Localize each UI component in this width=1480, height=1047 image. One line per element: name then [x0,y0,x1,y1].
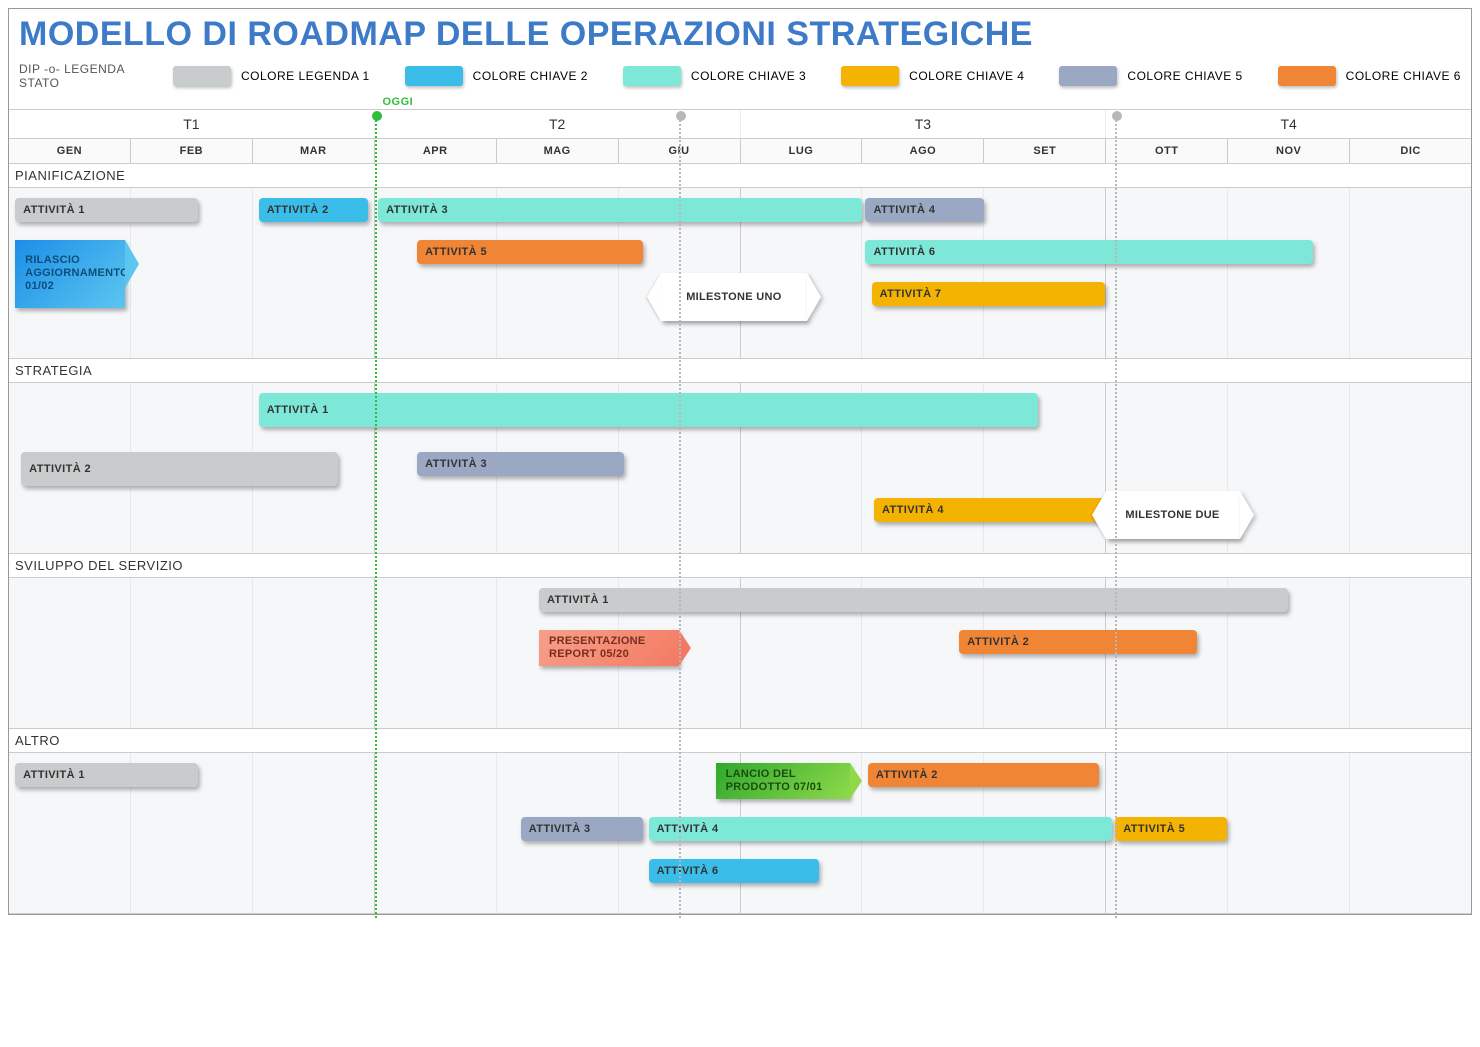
legend-item: COLORE CHIAVE 3 [623,66,806,86]
month-header: GEN [9,139,130,163]
legend-swatch [173,66,231,86]
section: STRATEGIAATTIVITÀ 1ATTIVITÀ 2ATTIVITÀ 3A… [9,359,1471,554]
milestone: MILESTONE DUE [1106,491,1240,539]
section-body: ATTIVITÀ 1 ATTIVITÀ 2 ATTIVITÀ 3ATTIVITÀ 4… [9,188,1471,358]
task-bar: ATTIVITÀ 5 [417,240,642,264]
quarter-header: T1 [9,110,374,138]
task-bar: ATTIVITÀ 7 [872,282,1106,306]
legend-item: COLORE CHIAVE 5 [1059,66,1242,86]
month-header: GIU [618,139,740,163]
task-bar: ATTIVITÀ 1 [15,763,198,787]
month-header: MAR [252,139,374,163]
section: PIANIFICAZIONEATTIVITÀ 1ATTIVITÀ 2ATTIVI… [9,164,1471,359]
legend-text: COLORE CHIAVE 6 [1346,69,1461,83]
legend-swatch [623,66,681,86]
task-bar: ATTIVITÀ 2 [959,630,1197,654]
section-header: SVILUPPO DEL SERVIZIO [9,554,1471,578]
legend-swatch [405,66,463,86]
section: SVILUPPO DEL SERVIZIOATTIVITÀ 1ATTIVITÀ … [9,554,1471,729]
legend: DIP -o- LEGENDA STATO COLORE LEGENDA 1 CO… [9,62,1471,109]
legend-label: DIP -o- LEGENDA STATO [19,62,149,91]
quarter-header: T4 [1105,110,1471,138]
quarter-header: T3 [740,110,1106,138]
task-bar: ATTIVITÀ 2 [868,763,1099,787]
section-body: ATTIVITÀ 1 ATTIVITÀ 2 ATTIVITÀ 3ATTIVITÀ 4… [9,753,1471,913]
section-header: PIANIFICAZIONE [9,164,1471,188]
callout: RILASCIO AGGIORNAMENTO 01/02 [15,240,125,308]
section-header: ALTRO [9,729,1471,753]
month-header: FEB [130,139,252,163]
legend-swatch [841,66,899,86]
gantt-chart: T1T2T3T4 GENFEBMARAPRMAGGIULUGAGOSETOTTN… [9,109,1471,914]
month-header: APR [374,139,496,163]
task-bar: ATTIVITÀ 3 [417,452,624,476]
task-bar: ATTIVITÀ 4 [865,198,983,222]
milestone: MILESTONE UNO [661,273,807,321]
legend-text: COLORE CHIAVE 2 [473,69,588,83]
roadmap-container: MODELLO DI ROADMAP DELLE OPERAZIONI STRA… [8,8,1472,915]
legend-text: COLORE LEGENDA 1 [241,69,370,83]
task-bar: ATTIVITÀ 4 [649,817,1112,841]
task-bar: ATTIVITÀ 1 [539,588,1288,612]
month-header: SET [983,139,1105,163]
legend-item: COLORE CHIAVE 6 [1278,66,1461,86]
section-body: ATTIVITÀ 1 ATTIVITÀ 2 ATTIVITÀ 3 ATTIVITÀ 4… [9,383,1471,553]
month-header: OTT [1105,139,1227,163]
grid-area: PIANIFICAZIONEATTIVITÀ 1ATTIVITÀ 2ATTIVI… [9,164,1471,914]
quarter-header: T2 [374,110,740,138]
section-body: ATTIVITÀ 1 ATTIVITÀ 2 PRESENTAZIONE REPORT… [9,578,1471,728]
task-bar: ATTIVITÀ 3 [521,817,643,841]
month-header: DIC [1349,139,1471,163]
task-bar: ATTIVITÀ 1 [259,393,1039,427]
task-bar: ATTIVITÀ 4 [874,498,1105,522]
task-bar: ATTIVITÀ 5 [1115,817,1227,841]
legend-swatch [1278,66,1336,86]
legend-item: COLORE CHIAVE 2 [405,66,588,86]
legend-text: COLORE CHIAVE 5 [1127,69,1242,83]
legend-text: COLORE CHIAVE 3 [691,69,806,83]
task-bar: ATTIVITÀ 2 [21,452,338,486]
section: ALTROATTIVITÀ 1ATTIVITÀ 2ATTIVITÀ 3ATTIV… [9,729,1471,914]
task-bar: ATTIVITÀ 1 [15,198,198,222]
page-title: MODELLO DI ROADMAP DELLE OPERAZIONI STRA… [9,9,1471,62]
legend-text: COLORE CHIAVE 4 [909,69,1024,83]
month-header: NOV [1227,139,1349,163]
legend-item: COLORE CHIAVE 4 [841,66,1024,86]
section-header: STRATEGIA [9,359,1471,383]
month-header: MAG [496,139,618,163]
callout: PRESENTAZIONE REPORT 05/20 [539,630,679,666]
month-header: LUG [740,139,862,163]
task-bar: ATTIVITÀ 6 [865,240,1312,264]
months-row: GENFEBMARAPRMAGGIULUGAGOSETOTTNOVDIC [9,138,1471,164]
callout: LANCIO DEL PRODOTTO 07/01 [716,763,850,799]
legend-swatch [1059,66,1117,86]
quarters-row: T1T2T3T4 [9,109,1471,138]
task-bar: ATTIVITÀ 6 [649,859,820,883]
month-header: AGO [861,139,983,163]
task-bar: ATTIVITÀ 3 [378,198,862,222]
legend-item: COLORE LEGENDA 1 [173,66,370,86]
task-bar: ATTIVITÀ 2 [259,198,369,222]
